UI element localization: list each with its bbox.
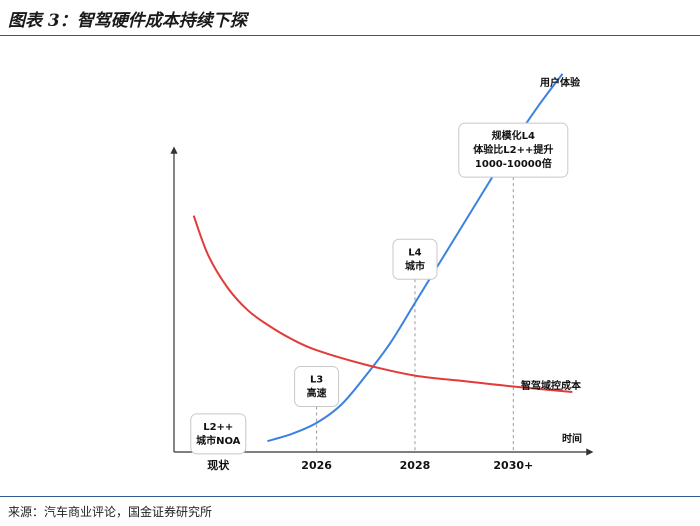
- milestone-text: 体验比L2++提升: [473, 143, 553, 156]
- x-tick-1: 2026: [301, 459, 332, 472]
- series-label-user-experience: 用户体验: [539, 76, 581, 89]
- milestone-text: 城市: [405, 259, 425, 272]
- series-line-1: [192, 215, 573, 393]
- milestone-text: 高速: [307, 387, 327, 400]
- series-label-domain-controller-cost: 智驾域控成本: [521, 379, 582, 392]
- milestone-box-0: L2++城市NOA: [190, 413, 247, 455]
- bottom-rule: [0, 496, 700, 497]
- milestone-text: 城市NOA: [196, 434, 241, 447]
- milestone-text: L2++: [203, 422, 233, 433]
- milestone-text: 1000-10000倍: [475, 157, 552, 170]
- top-rule: [0, 35, 700, 36]
- x-tick-2: 2028: [400, 459, 431, 472]
- milestone-text: 规模化L4: [492, 129, 535, 142]
- x-tick-0: 现状: [207, 458, 230, 472]
- x-axis-label: 时间: [562, 432, 582, 445]
- x-tick-3: 2030+: [493, 459, 533, 472]
- milestone-text: L3: [310, 375, 323, 386]
- figure-title: 图表 3：智驾硬件成本持续下探: [8, 11, 247, 31]
- source-note: 来源：汽车商业评论，国金证券研究所: [8, 505, 213, 519]
- milestone-text: L4: [408, 247, 421, 258]
